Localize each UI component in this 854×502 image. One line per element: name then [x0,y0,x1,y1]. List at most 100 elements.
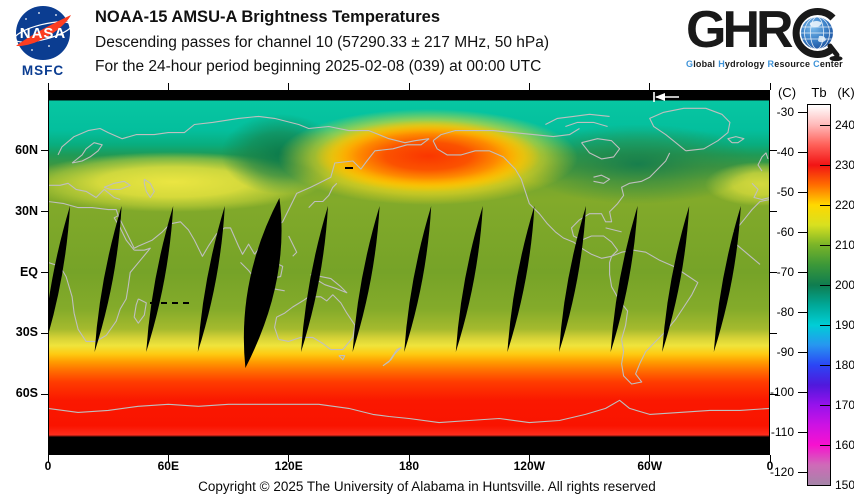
ghrc-tagline-initial: G [686,59,694,69]
colorbar-celsius-tick [798,351,808,353]
colorbar-celsius-label: -80 [776,305,794,320]
map-left-tick [41,393,48,395]
colorbar-kelvin-tick [820,244,831,246]
map-bottom-tick [47,455,49,462]
map-bottom-tick [769,455,771,462]
colorbar-quantity-label: Tb [811,85,827,100]
colorbar-celsius-tick [798,311,808,313]
colorbar-celsius-label: -40 [776,145,794,160]
colorbar-kelvin-tick [820,164,831,166]
map-right-tick [770,393,777,395]
colorbar-kelvin-label: 200 [835,278,854,292]
nasa-logo: NASA [12,5,74,63]
colorbar-kelvin-label: 170 [835,398,854,412]
map-bottom-tick [167,455,169,462]
colorbar-celsius-label: -70 [776,265,794,280]
colorbar-celsius-label: -100 [769,385,794,400]
colorbar-celsius-label: -30 [776,105,794,120]
page-title: NOAA-15 AMSU-A Brightness Temperatures [95,8,441,26]
lat-tick-label: 60S [15,386,38,401]
lon-tick-label: 120W [513,459,545,473]
colorbar-kelvin-tick [820,124,831,126]
map-top-tick [769,83,771,90]
lat-tick-label: 30N [15,203,38,218]
lon-tick-label: 60E [157,459,179,473]
lon-tick-label: 0 [766,459,774,473]
map-top-tick [167,83,169,90]
ghrc-tagline-initial: H [718,59,725,69]
map-left-tick [41,211,48,213]
colorbar-kelvin-label: 190 [835,318,854,332]
colorbar-celsius-tick [798,391,808,393]
ghrc-globe-icon [792,8,843,62]
ghrc-logo: GHR Global Hydrology Resource Cente [686,2,850,69]
ghrc-wordmark: GHR [686,1,794,59]
ghrc-tagline-word: esource [774,59,811,69]
colorbar-kelvin-label: 220 [835,198,854,212]
colorbar-unit-kelvin: (K) [837,85,854,100]
colorbar-celsius-tick [798,271,808,273]
map-bottom-tick [649,455,651,462]
colorbar-kelvin-label: 240 [835,118,854,132]
map-top-tick [288,83,290,90]
page-subtitle-period: For the 24-hour period beginning 2025-02… [95,58,542,75]
lat-tick-label: 60N [15,142,38,157]
map-bottom-tick [408,455,410,462]
map-bottom-tick [528,455,530,462]
colorbar-celsius-tick [798,151,808,153]
pass-direction-arrow-icon [653,92,679,102]
no-data-band-south [48,437,770,455]
colorbar-kelvin-tick [820,404,831,406]
colorbar-kelvin-label: 210 [835,238,854,252]
copyright-notice: Copyright © 2025 The University of Alaba… [198,479,656,494]
map-top-tick [408,83,410,90]
map-right-tick [770,272,777,273]
colorbar-celsius-label: -120 [769,465,794,480]
colorbar-kelvin-label: 150 [835,478,854,492]
colorbar-celsius-tick [798,191,808,193]
map-top-tick [528,83,530,90]
title-block: NOAA-15 AMSU-A Brightness Temperatures D… [95,8,549,82]
colorbar-celsius-label: -110 [770,425,794,440]
nasa-msfc-caption: MSFC [21,63,65,78]
colorbar-celsius-label: -60 [776,225,794,240]
colorbar-kelvin-label: 230 [835,158,854,172]
map-left-tick [41,332,48,334]
no-data-band-north [48,90,770,100]
colorbar-unit-celsius: (C) [777,85,797,100]
lon-tick-label: 120E [274,459,303,473]
map-frame [48,90,770,455]
lon-tick-label: 60W [637,459,663,473]
ghrc-tagline: Global Hydrology Resource Center [686,59,850,69]
map-top-tick [47,83,49,90]
colorbar-celsius-tick [798,431,808,433]
map-bottom-tick [288,455,290,462]
colorbar-kelvin-tick [820,284,831,286]
colorbar-celsius-label: -90 [776,345,794,360]
map-right-tick [770,332,777,334]
nasa-insignia-icon: NASA [14,6,72,60]
lat-tick-label: 30S [15,325,38,340]
map-left-tick [41,150,48,152]
colorbar [807,104,831,486]
colorbar-kelvin-tick [820,444,831,446]
colorbar-kelvin-tick [820,364,831,366]
ghrc-tagline-word: lobal [693,59,716,69]
lon-tick-label: 0 [44,459,52,473]
brightness-temperature-map [48,90,770,455]
map-left-tick [41,272,48,273]
ghrc-tagline-word: ydrology [724,59,765,69]
nasa-wordmark: NASA [20,25,67,42]
colorbar-celsius-tick [798,231,808,233]
colorbar-kelvin-label: 160 [835,438,854,452]
lon-tick-label: 180 [398,459,420,473]
lat-tick-label: EQ [19,264,38,279]
colorbar-celsius-tick [798,111,808,113]
ghrc-tagline-initial: C [813,59,820,69]
ghrc-tagline-word: enter [819,59,843,69]
colorbar-celsius-label: -50 [776,185,794,200]
map-right-tick [770,150,777,152]
colorbar-kelvin-tick [820,484,831,486]
orbit-gap-slivers [48,198,741,368]
